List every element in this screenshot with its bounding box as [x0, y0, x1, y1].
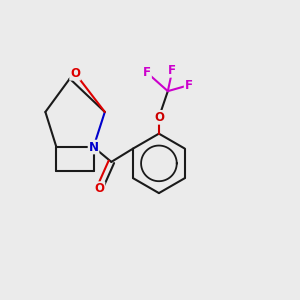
- Text: O: O: [154, 111, 164, 124]
- Text: F: F: [184, 79, 193, 92]
- Text: N: N: [88, 140, 98, 154]
- Text: F: F: [168, 64, 176, 77]
- Text: O: O: [70, 67, 80, 80]
- Text: F: F: [143, 66, 151, 79]
- Text: O: O: [94, 182, 104, 195]
